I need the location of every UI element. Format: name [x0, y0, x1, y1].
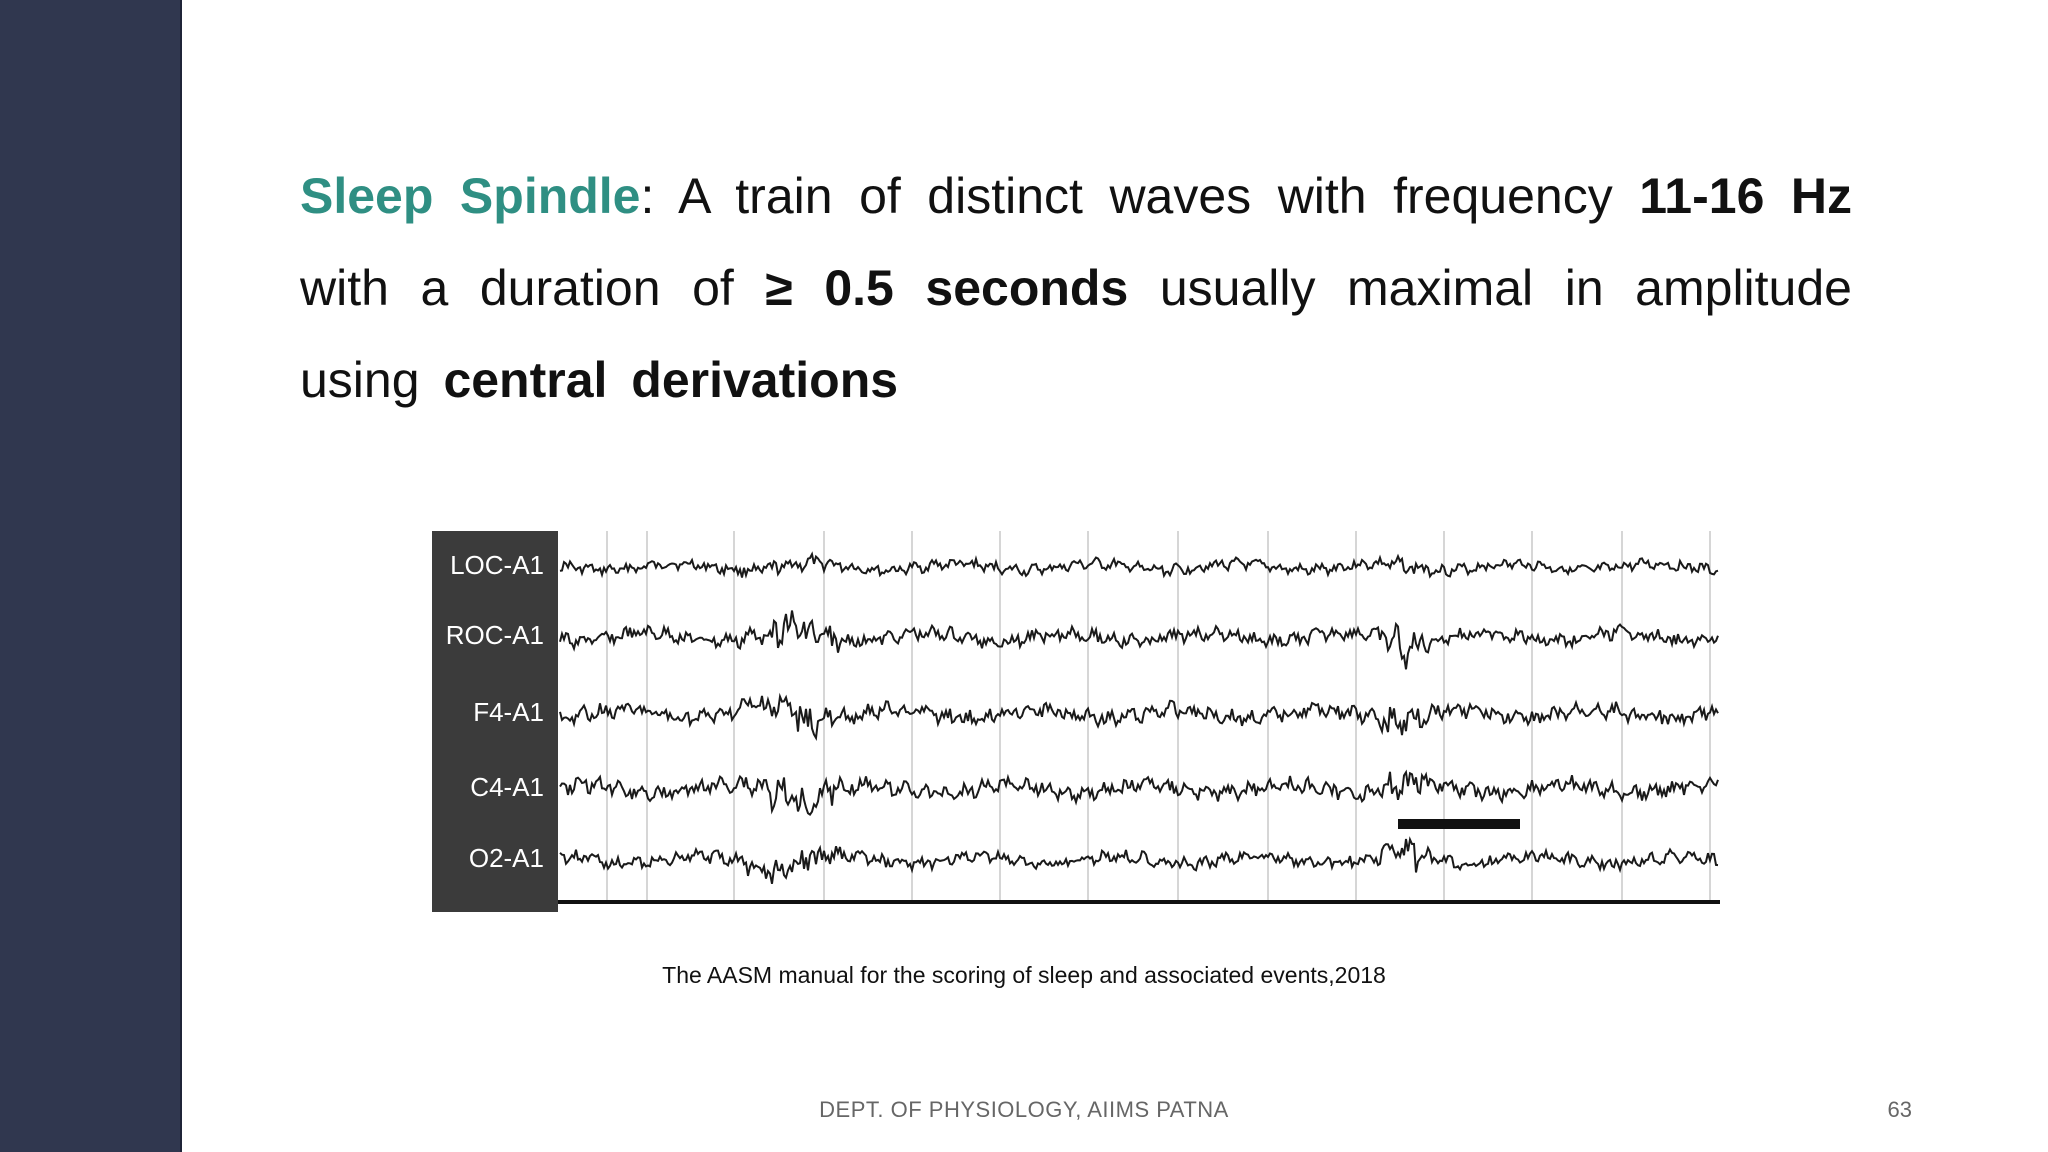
spindle-definition: Sleep Spindle: A train of distinct waves… — [300, 150, 1852, 426]
channel-label-f4-a1: F4-A1 — [473, 697, 544, 727]
trace-o2-a1 — [559, 836, 1719, 884]
trace-f4-a1 — [559, 692, 1719, 741]
eeg-figure: LOC-A1 ROC-A1 F4-A1 C4-A1 O2-A1 — [432, 531, 1722, 912]
definition-text-2: with a duration of — [300, 260, 766, 316]
footer-department: DEPT. OF PHYSIOLOGY, AIIMS PATNA — [819, 1097, 1229, 1122]
channel-label-panel — [432, 531, 558, 912]
page-number: 63 — [1887, 1097, 1912, 1122]
channel-label-roc-a1: ROC-A1 — [446, 620, 544, 650]
definition-text-3: usually maximal in amplitude using — [300, 260, 1852, 408]
channel-label-loc-a1: LOC-A1 — [450, 550, 544, 580]
channel-label-o2-a1: O2-A1 — [469, 843, 544, 873]
channel-label-c4-a1: C4-A1 — [470, 772, 544, 802]
trace-loc-a1 — [559, 551, 1719, 579]
definition-text-1: A train of distinct waves with frequency — [654, 168, 1640, 224]
duration-threshold: ≥ 0.5 seconds — [765, 260, 1129, 316]
term-sleep-spindle: Sleep Spindle — [300, 168, 641, 224]
trace-c4-a1 — [559, 769, 1719, 816]
frequency-range: 11-16 Hz — [1639, 168, 1853, 224]
definition-colon: : — [640, 168, 655, 224]
spindle-marker-bar — [1398, 819, 1520, 829]
baseline — [558, 900, 1720, 904]
sidebar-band — [0, 0, 182, 1152]
central-derivations: central derivations — [443, 352, 899, 408]
figure-caption: The AASM manual for the scoring of sleep… — [662, 962, 1386, 988]
trace-roc-a1 — [559, 610, 1719, 670]
eeg-traces — [559, 551, 1719, 884]
